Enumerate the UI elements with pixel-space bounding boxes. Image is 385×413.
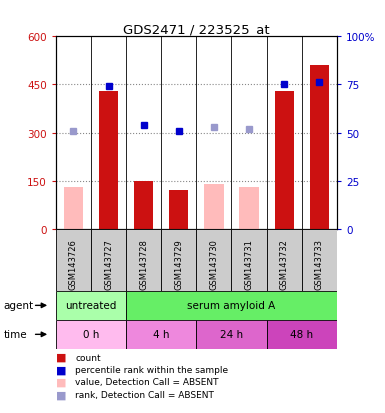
- Bar: [56, 291, 126, 320]
- Text: GSM143733: GSM143733: [315, 238, 324, 290]
- Bar: [169, 191, 188, 229]
- Text: 24 h: 24 h: [220, 330, 243, 339]
- Bar: [266, 229, 302, 291]
- Text: GSM143726: GSM143726: [69, 238, 78, 289]
- Bar: [204, 184, 224, 229]
- Bar: [161, 229, 196, 291]
- Bar: [196, 229, 231, 291]
- Text: GSM143728: GSM143728: [139, 238, 148, 289]
- Text: time: time: [4, 330, 27, 339]
- Bar: [134, 181, 153, 229]
- Bar: [196, 320, 266, 349]
- Bar: [239, 188, 259, 229]
- Bar: [266, 320, 337, 349]
- Text: ■: ■: [56, 352, 66, 362]
- Text: ■: ■: [56, 365, 66, 375]
- Bar: [310, 66, 329, 229]
- Text: 48 h: 48 h: [290, 330, 313, 339]
- Text: GSM143729: GSM143729: [174, 238, 183, 289]
- Text: untreated: untreated: [65, 301, 117, 311]
- Bar: [302, 229, 337, 291]
- Text: GSM143730: GSM143730: [209, 238, 218, 289]
- Bar: [275, 92, 294, 229]
- Title: GDS2471 / 223525_at: GDS2471 / 223525_at: [123, 23, 270, 36]
- Text: rank, Detection Call = ABSENT: rank, Detection Call = ABSENT: [75, 390, 214, 399]
- Bar: [91, 229, 126, 291]
- Text: 4 h: 4 h: [153, 330, 169, 339]
- Bar: [56, 320, 126, 349]
- Bar: [99, 92, 118, 229]
- Text: GSM143731: GSM143731: [244, 238, 254, 289]
- Bar: [64, 188, 83, 229]
- Text: serum amyloid A: serum amyloid A: [187, 301, 276, 311]
- Text: ■: ■: [56, 377, 66, 387]
- Bar: [56, 229, 91, 291]
- Text: agent: agent: [4, 301, 34, 311]
- Bar: [126, 229, 161, 291]
- Text: value, Detection Call = ABSENT: value, Detection Call = ABSENT: [75, 377, 219, 387]
- Text: ■: ■: [56, 389, 66, 399]
- Text: percentile rank within the sample: percentile rank within the sample: [75, 365, 228, 374]
- Text: 0 h: 0 h: [83, 330, 99, 339]
- Text: count: count: [75, 353, 101, 362]
- Bar: [126, 291, 337, 320]
- Text: GSM143727: GSM143727: [104, 238, 113, 289]
- Bar: [231, 229, 266, 291]
- Bar: [126, 320, 196, 349]
- Text: GSM143732: GSM143732: [280, 238, 289, 289]
